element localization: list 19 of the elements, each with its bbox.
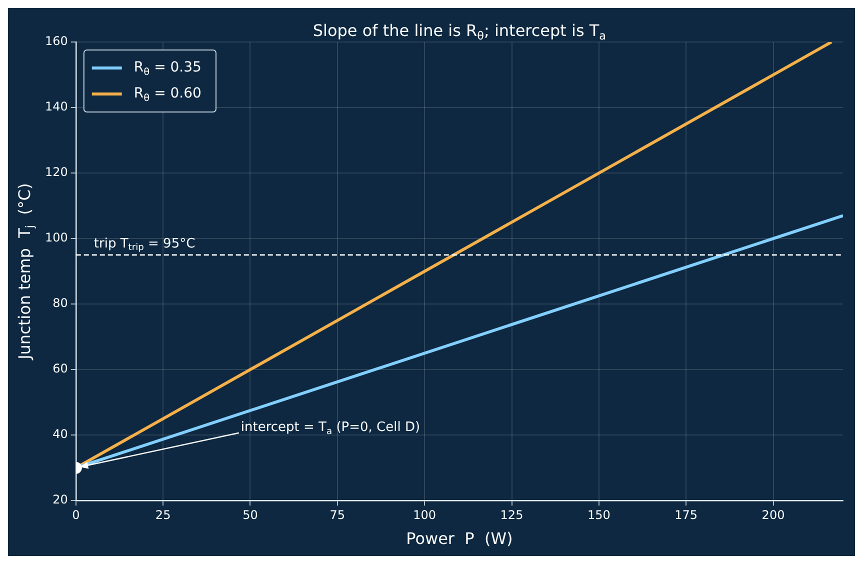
x-tick-label: 75 — [330, 508, 346, 522]
y-axis-title: Junction temp Tj (°C) — [15, 183, 37, 360]
y-tick-label: 140 — [45, 100, 68, 114]
y-tick-label: 40 — [52, 427, 68, 442]
y-tick-label: 80 — [52, 296, 68, 310]
y-tick-label: 60 — [52, 362, 68, 376]
x-tick-label: 125 — [500, 508, 524, 522]
x-tick-label: 0 — [72, 508, 80, 522]
x-tick-label: 150 — [587, 508, 610, 522]
x-tick-label: 25 — [155, 508, 171, 522]
x-tick-label: 175 — [674, 508, 698, 522]
y-tick-label: 100 — [45, 230, 68, 245]
y-tick-label: 20 — [52, 492, 68, 507]
y-tick-label: 160 — [45, 34, 68, 48]
y-tick-label: 120 — [45, 165, 68, 180]
x-tick-label: 50 — [242, 508, 258, 522]
x-axis-title: Power P (W) — [406, 529, 513, 548]
x-tick-label: 100 — [413, 508, 436, 522]
x-tick-label: 200 — [762, 508, 785, 522]
